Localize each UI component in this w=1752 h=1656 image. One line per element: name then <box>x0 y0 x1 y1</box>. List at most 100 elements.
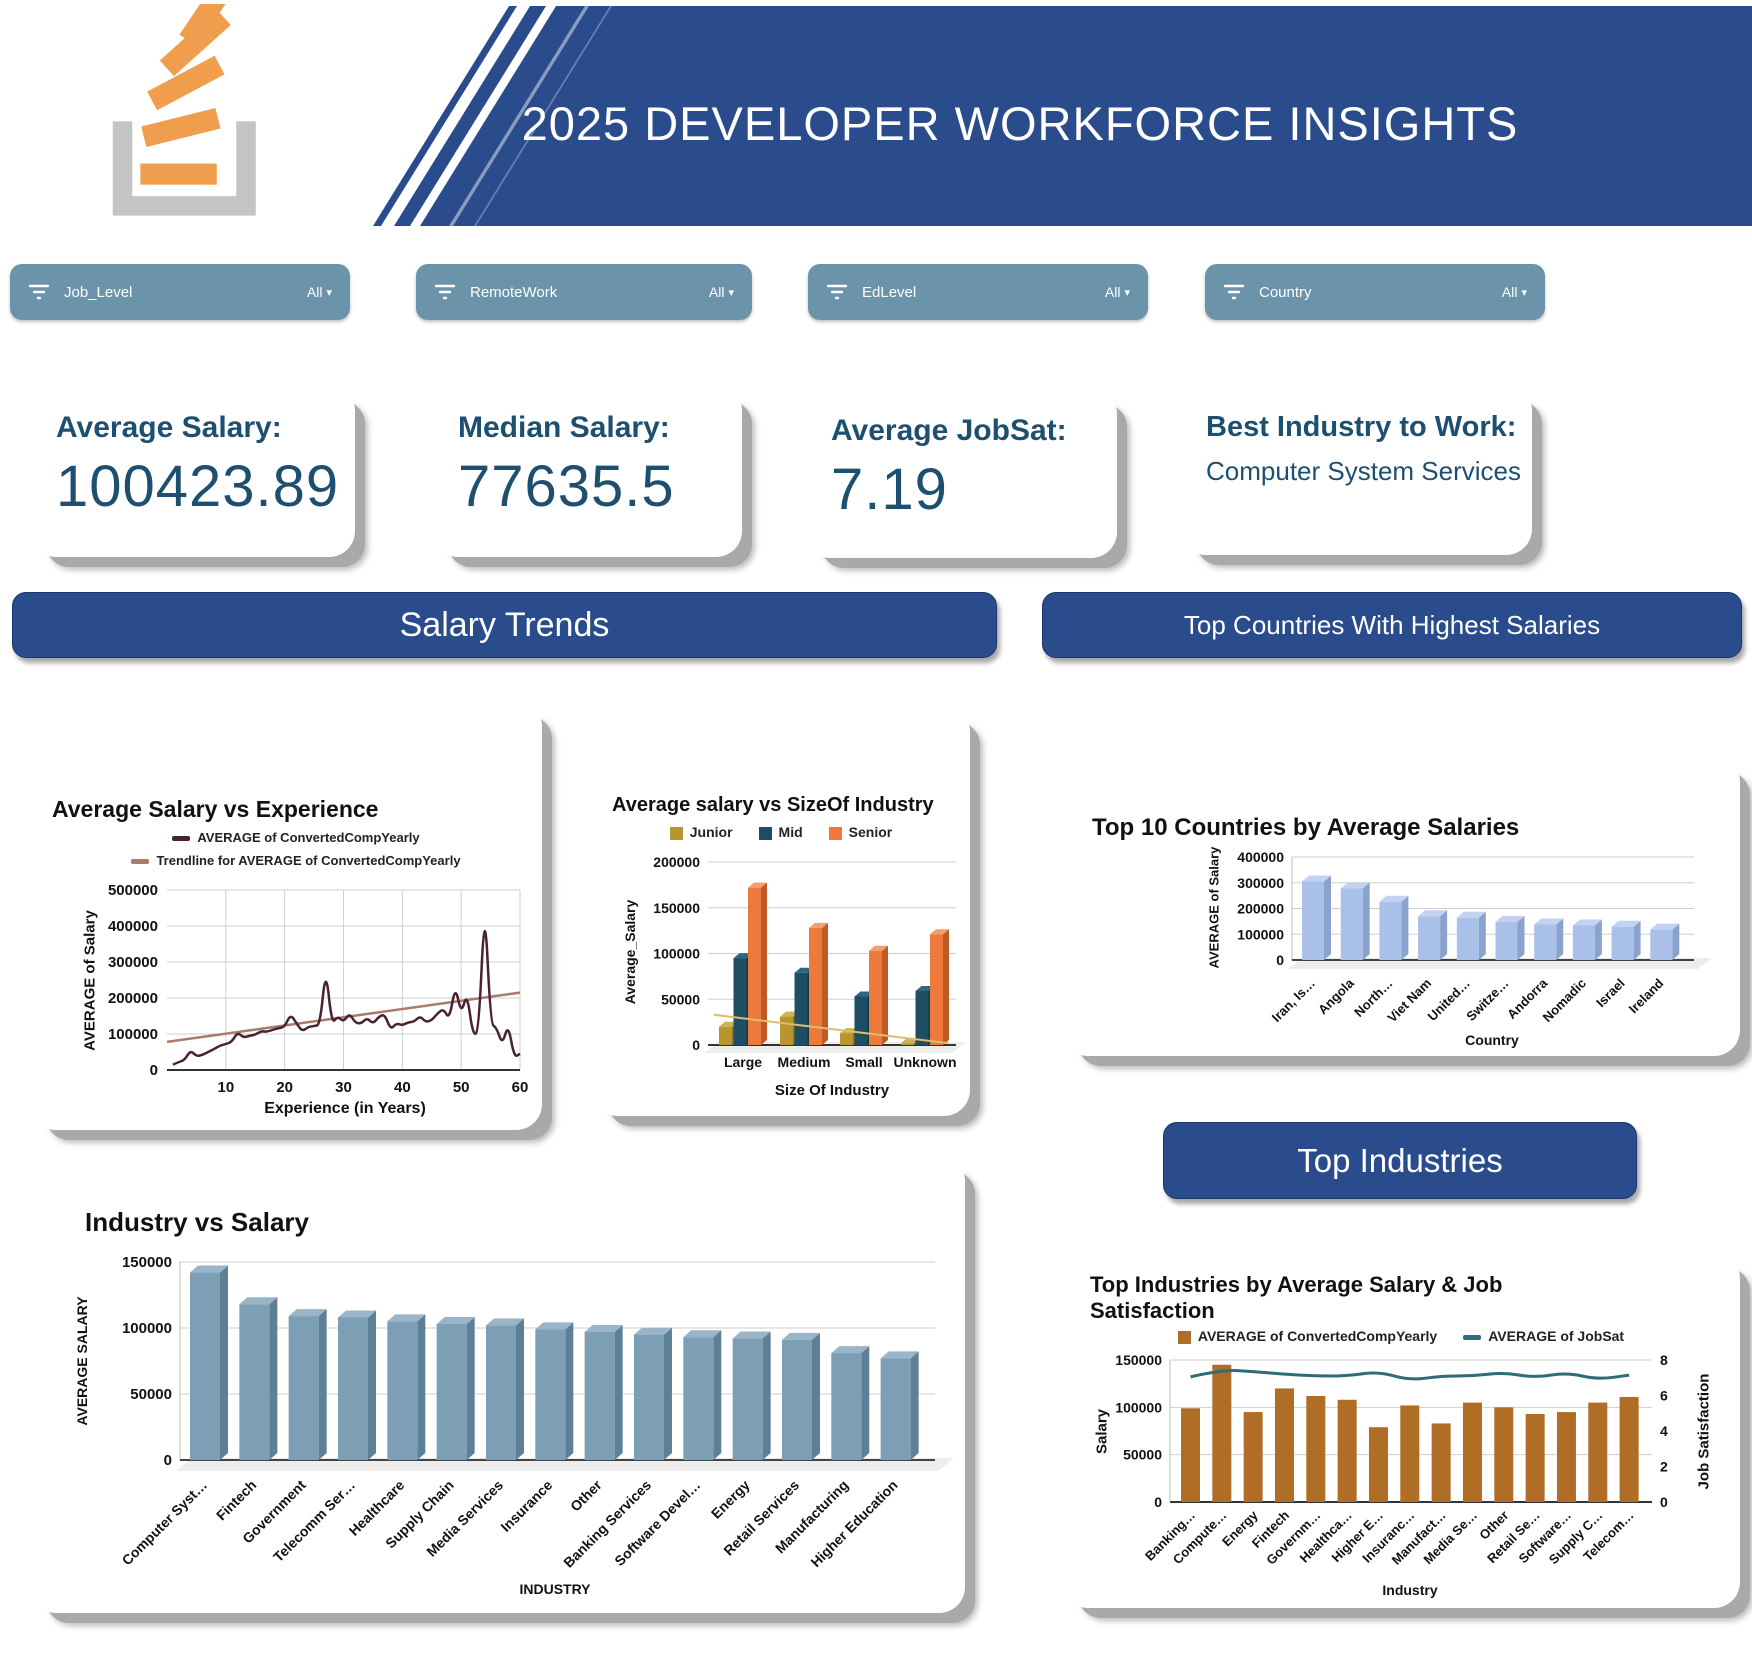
svg-text:200000: 200000 <box>1237 901 1284 917</box>
svg-text:150000: 150000 <box>122 1254 172 1271</box>
svg-text:30: 30 <box>335 1079 352 1096</box>
filter-label: Job_Level <box>64 283 133 301</box>
caret-down-icon: ▾ <box>1124 286 1130 299</box>
svg-text:Software Devel…: Software Devel… <box>611 1477 703 1569</box>
stack-overflow-logo <box>112 4 256 216</box>
svg-text:50000: 50000 <box>661 991 700 1007</box>
chart-title: Top 10 Countries by Average Salaries <box>1092 814 1520 841</box>
filter-value-dropdown[interactable]: All ▾ <box>307 284 332 300</box>
svg-text:300000: 300000 <box>108 954 158 971</box>
chart-card-size-industry: Average salary vs SizeOf Industry Junior… <box>592 706 970 1116</box>
x-axis-title: Country <box>1465 1032 1519 1048</box>
svg-text:2: 2 <box>1660 1459 1668 1475</box>
header-banner <box>373 6 1752 226</box>
size-industry-bar-chart: 0 50000 100000 150000 200000 Large Medium Small… <box>653 854 966 1070</box>
kpi-label: Median Salary: <box>458 411 670 444</box>
x-axis-title: Size Of Industry <box>774 1082 890 1099</box>
svg-text:0: 0 <box>164 1452 172 1469</box>
filter-label: RemoteWork <box>470 283 558 301</box>
svg-text:400000: 400000 <box>1237 849 1284 865</box>
filter-icon <box>434 284 456 300</box>
svg-text:Ireland: Ireland <box>1626 975 1667 1016</box>
kpi-median-salary: Median Salary: 77635.5 <box>432 385 742 557</box>
filter-value-dropdown[interactable]: All ▾ <box>709 284 734 300</box>
legend-label: Trendline for AVERAGE of ConvertedCompYe… <box>156 853 461 868</box>
svg-text:150000: 150000 <box>1115 1352 1162 1368</box>
section-title: Salary Trends <box>399 605 610 644</box>
kpi-label: Average Salary: <box>56 411 282 444</box>
countries-bar-chart: 0 100000 200000 300000 400000 Iran, Is…Angola… <box>1237 849 1712 1025</box>
svg-text:0: 0 <box>692 1037 700 1053</box>
filter-remote-work[interactable]: RemoteWork All ▾ <box>416 264 752 320</box>
svg-text:0: 0 <box>1660 1494 1668 1510</box>
section-top-countries: Top Countries With Highest Salaries <box>1042 592 1742 658</box>
legend-item: Mid <box>758 824 803 840</box>
svg-text:20: 20 <box>276 1079 293 1096</box>
kpi-value: Computer System Services <box>1206 456 1521 486</box>
svg-text:100000: 100000 <box>1115 1399 1162 1415</box>
x-axis-title: Experience (in Years) <box>264 1100 426 1117</box>
chart-legend: Junior Mid Senior <box>592 824 970 840</box>
chart-card-top-industries: Top Industries by Average Salary & Job S… <box>1062 1252 1740 1608</box>
kpi-value: 100423.89 <box>56 454 340 519</box>
caret-down-icon: ▾ <box>728 286 734 299</box>
chart-legend: AVERAGE of ConvertedCompYearly Trendline… <box>60 826 532 872</box>
legend-item: Junior <box>669 824 733 840</box>
filter-ed-level[interactable]: EdLevel All ▾ <box>808 264 1148 320</box>
legend-item: Senior <box>828 824 892 840</box>
svg-text:Iran, Is…: Iran, Is… <box>1269 976 1318 1025</box>
legend-item: AVERAGE of ConvertedCompYearly <box>1177 1328 1437 1344</box>
filter-value-dropdown[interactable]: All ▾ <box>1105 284 1130 300</box>
svg-text:Banking Services: Banking Services <box>560 1477 654 1571</box>
page-title: 2025 DEVELOPER WORKFORCE INSIGHTS <box>521 97 1519 150</box>
filter-country[interactable]: Country All ▾ <box>1205 264 1545 320</box>
filter-label: Country <box>1259 283 1312 301</box>
svg-text:100000: 100000 <box>1237 926 1284 942</box>
svg-text:0: 0 <box>1154 1494 1162 1510</box>
svg-text:Switze…: Switze… <box>1463 976 1511 1024</box>
filter-value-dropdown[interactable]: All ▾ <box>1502 284 1527 300</box>
filter-value: All <box>1104 284 1121 300</box>
svg-text:40: 40 <box>394 1079 411 1096</box>
caret-down-icon: ▾ <box>326 286 332 299</box>
filter-value: All <box>708 284 725 300</box>
svg-text:6: 6 <box>1660 1388 1668 1404</box>
svg-text:4: 4 <box>1660 1423 1668 1439</box>
combo-bar-line-chart: 05000010000015000002468Banking…Compute…E… <box>1115 1352 1668 1568</box>
svg-text:Small: Small <box>845 1054 882 1070</box>
svg-text:Medium: Medium <box>778 1054 831 1070</box>
svg-text:Angola: Angola <box>1315 975 1357 1017</box>
section-title: Top Industries <box>1297 1141 1503 1179</box>
filter-value: All <box>306 284 323 300</box>
svg-text:Energy: Energy <box>708 1477 753 1522</box>
kpi-average-jobsat: Average JobSat: 7.19 <box>805 388 1117 558</box>
svg-text:Israel: Israel <box>1593 976 1628 1011</box>
chart-title: Average Salary vs Experience <box>52 796 379 822</box>
kpi-value: 77635.5 <box>458 454 675 519</box>
svg-text:200000: 200000 <box>108 990 158 1007</box>
chart-legend: AVERAGE of ConvertedCompYearly AVERAGE o… <box>1062 1328 1740 1344</box>
svg-text:100000: 100000 <box>122 1320 172 1337</box>
section-salary-trends: Salary Trends <box>12 592 997 658</box>
x-axis-title: INDUSTRY <box>519 1581 591 1597</box>
svg-text:60: 60 <box>512 1079 529 1096</box>
svg-text:10: 10 <box>217 1079 234 1096</box>
svg-text:Insurance: Insurance <box>497 1477 555 1535</box>
svg-text:0: 0 <box>150 1062 158 1079</box>
x-axis-title: Industry <box>1382 1582 1438 1598</box>
chart-title: Average salary vs SizeOf Industry <box>612 794 934 816</box>
legend-label: AVERAGE of ConvertedCompYearly <box>197 830 420 845</box>
section-top-industries: Top Industries <box>1163 1122 1637 1199</box>
filter-job-level[interactable]: Job_Level All ▾ <box>10 264 350 320</box>
legend-item: AVERAGE of JobSat <box>1463 1328 1624 1344</box>
svg-text:Large: Large <box>724 1054 762 1070</box>
svg-text:50000: 50000 <box>130 1386 172 1403</box>
kpi-value: 7.19 <box>831 457 948 522</box>
filter-icon <box>28 284 50 300</box>
kpi-average-salary: Average Salary: 100423.89 <box>30 385 355 557</box>
kpi-label: Best Industry to Work: <box>1206 411 1517 443</box>
chart-title: Top Industries by Average Salary & Job S… <box>1090 1272 1503 1323</box>
chart-card-experience: Average Salary vs Experience AVERAGE of … <box>30 700 542 1130</box>
svg-text:150000: 150000 <box>653 900 700 916</box>
